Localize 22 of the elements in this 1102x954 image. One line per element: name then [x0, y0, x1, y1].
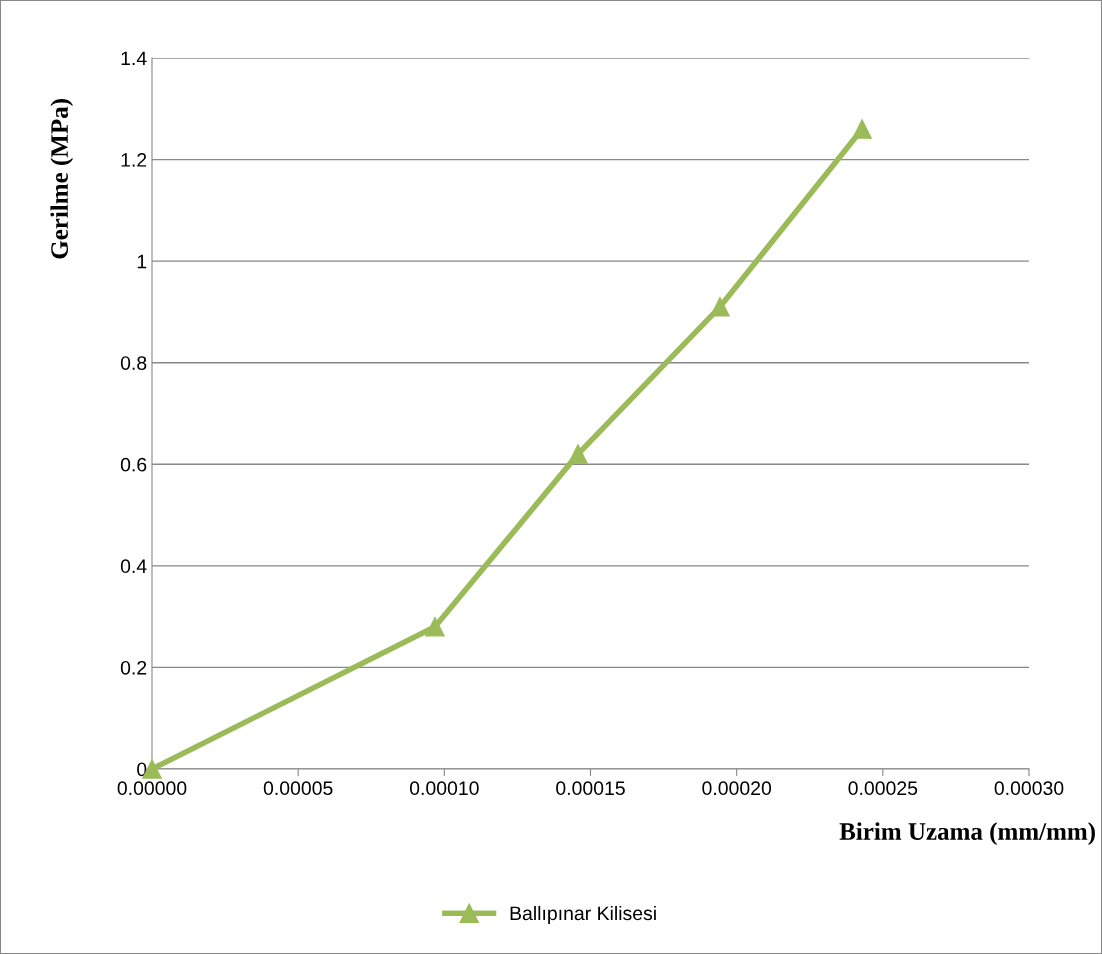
point — [710, 297, 730, 317]
point — [425, 617, 445, 637]
legend-label: Ballıpınar Kilisesi — [510, 905, 656, 925]
y-tick-label: 1.2 — [121, 153, 147, 167]
y-tick-label: 0.4 — [120, 559, 147, 574]
y-tick-label: 0 — [137, 762, 147, 777]
point — [852, 119, 872, 139]
y-tick-label: 0.8 — [120, 356, 147, 370]
y-tick-label: 1.4 — [121, 51, 147, 66]
x-tick-label: 0.00025 — [848, 781, 918, 796]
y-tick-label: 1 — [137, 254, 147, 269]
y-axis-title: Gerilme (MPa) — [50, 99, 74, 259]
y-tick-label: 0.6 — [120, 457, 147, 472]
y-tick-label: 0.2 — [120, 660, 147, 675]
x-tick-label: 0.00030 — [994, 781, 1064, 796]
x-tick-label: 0.00000 — [117, 781, 187, 796]
x-tick-label: 0.00005 — [263, 781, 333, 796]
x-tick-label: 0.00020 — [702, 781, 772, 796]
point — [568, 444, 588, 464]
x-axis-title: Birim Uzama (mm/mm) — [839, 822, 1095, 845]
x-tick-label: 0.00010 — [409, 781, 479, 796]
x-tick-label: 0.00015 — [556, 781, 625, 796]
